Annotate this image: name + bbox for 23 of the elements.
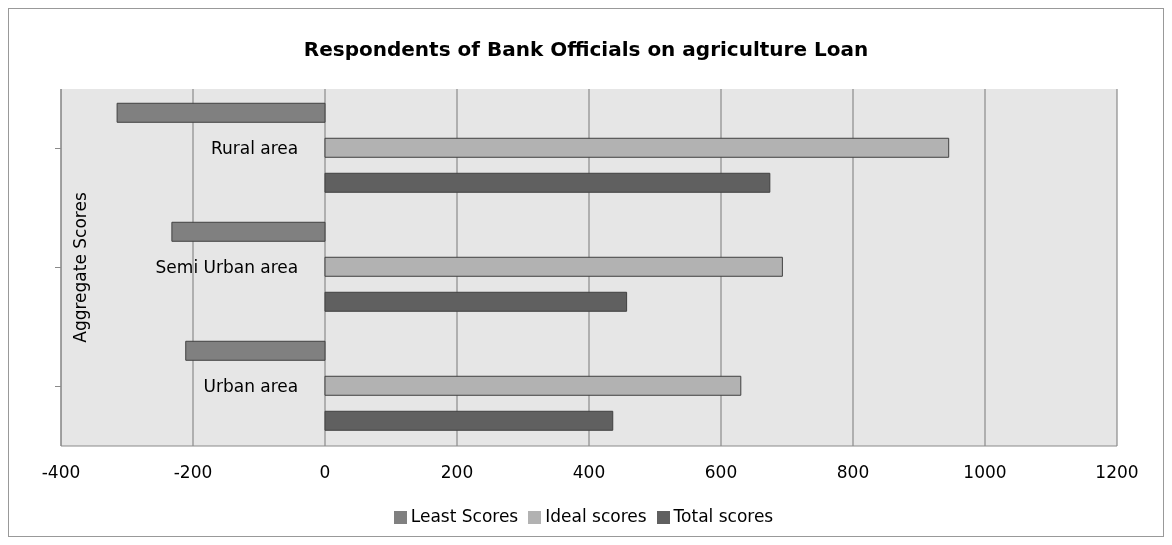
bar [324,137,950,158]
x-tick-label: 400 [572,462,606,483]
bar [324,410,614,431]
legend-label: Ideal scores [545,506,647,526]
x-tick-label: 800 [836,462,870,483]
bar [324,256,783,277]
bar [324,172,771,193]
legend-label: Total scores [673,506,774,526]
y-tick-label: Semi Urban area [155,256,299,277]
x-tick-label: -400 [41,462,81,483]
y-tick-label: Urban area [203,375,299,396]
x-tick-label: 200 [440,462,474,483]
x-tick-label: 600 [704,462,738,483]
bar [324,291,628,312]
x-tick-label: 1000 [963,462,1007,483]
x-tick-label: 1200 [1095,462,1139,483]
legend-label: Least Scores [410,506,519,526]
bar [324,375,742,396]
chart-title: Respondents of Bank Officials on agriculture Loan [302,37,870,61]
y-tick-label: Rural area [210,137,299,158]
y-axis-title: Aggregate Scores [70,192,90,343]
x-tick-label: -200 [173,462,213,483]
x-tick-label: 0 [319,462,331,483]
